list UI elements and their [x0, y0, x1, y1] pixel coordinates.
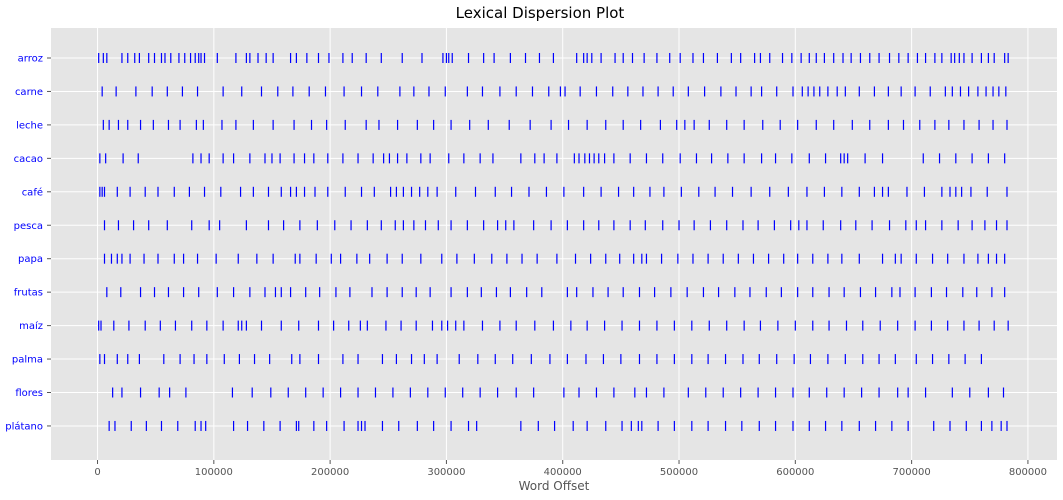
- x-tick-labels: 0 100000 200000 300000 400000 500000 600000 700…: [94, 467, 1047, 478]
- x-tick-label: 0: [94, 467, 100, 478]
- y-tick-label: leche: [16, 120, 43, 131]
- y-tick-label: pesca: [14, 221, 43, 232]
- y-tick-label: carne: [15, 87, 43, 98]
- y-tick-label: papa: [18, 254, 43, 265]
- y-tick-label: plátano: [5, 420, 43, 432]
- x-tick-label: 500000: [660, 467, 698, 478]
- y-tick-label: cacao: [14, 154, 43, 165]
- x-axis-label: Word Offset: [519, 479, 590, 493]
- y-tick-label: maíz: [19, 320, 43, 332]
- chart-title: Lexical Dispersion Plot: [456, 4, 625, 22]
- x-tick-label: 700000: [893, 467, 931, 478]
- plot-area: [51, 28, 1057, 460]
- y-tick-label: palma: [12, 355, 43, 366]
- x-tick-label: 200000: [311, 467, 349, 478]
- y-tick-labels: arroz carne leche cacao café pesca papa frutas m…: [5, 54, 43, 433]
- x-tick-label: 600000: [776, 467, 814, 478]
- y-tick-label: frutas: [14, 288, 43, 299]
- x-tick-label: 300000: [427, 467, 465, 478]
- y-tick-label: arroz: [18, 54, 43, 65]
- x-tick-label: 100000: [195, 467, 233, 478]
- y-tick-label: café: [22, 186, 43, 198]
- y-tick-label: flores: [15, 388, 43, 399]
- x-tick-label: 800000: [1009, 467, 1047, 478]
- x-tick-label: 400000: [544, 467, 582, 478]
- dispersion-marks: [98, 53, 1009, 431]
